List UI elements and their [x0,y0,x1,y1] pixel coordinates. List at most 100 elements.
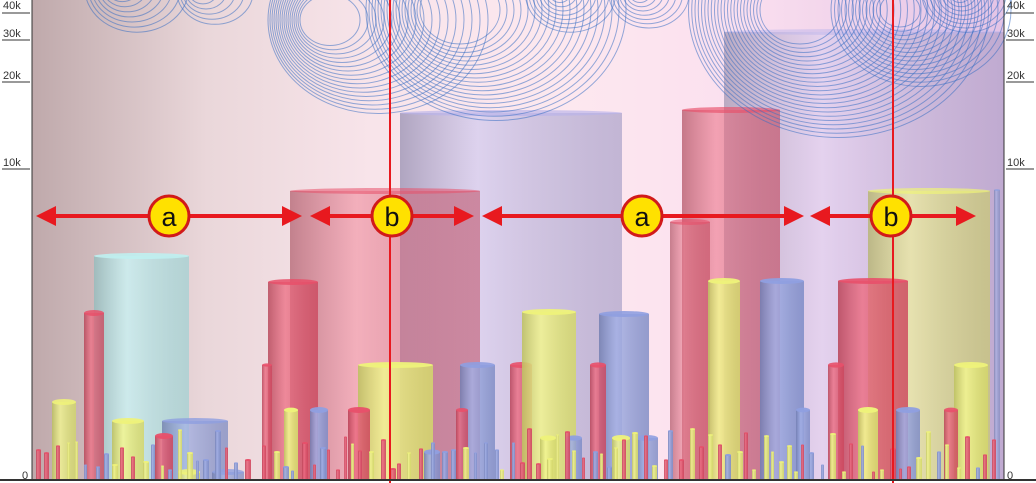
arc [398,0,550,75]
left-axis: 40k 30k 20k 10k 0 [2,0,33,482]
bar-cap [155,433,173,439]
bar-shade [463,448,469,480]
bar-cap [708,278,740,284]
bar-shade [708,281,740,480]
bar-cap [84,464,87,466]
bar-cap [600,453,603,455]
bar-cap [992,439,996,441]
bar-cap [431,442,435,444]
arc [410,0,522,58]
arc [688,0,989,138]
bar-cap [926,431,931,433]
arc [187,0,225,10]
arc [98,0,162,18]
bar-cap [861,445,864,447]
bar-cap [937,451,941,453]
bar-cap [460,362,495,368]
bar-shade [771,452,774,480]
bar-shade [203,460,209,480]
bar-cap [463,447,469,449]
arc [848,0,979,66]
arc [723,0,915,92]
bar-cap [725,454,731,456]
arc [851,0,973,62]
arc [730,0,902,83]
arc [691,0,983,134]
bar-shade [313,465,316,480]
bar-shade [861,446,864,480]
bar-shade [225,448,228,480]
arc [547,0,576,8]
bar-shade [512,443,515,480]
bar-cap [880,469,884,471]
bar-shade [679,460,684,480]
arc [869,0,940,41]
region-badge-a2: a [620,194,664,238]
bar-shade [390,469,396,480]
arc [922,0,1012,33]
bar-cap [556,434,559,436]
bar-cap [348,407,370,413]
bar-cap [369,451,374,453]
arc [947,0,975,8]
bar-shade [607,467,612,480]
bar-cap [162,418,228,424]
bar-shade [787,446,792,480]
region-badge-label: b [883,202,898,232]
bar-cap [614,447,618,449]
bar-shade [274,452,280,480]
bar-shade [764,436,769,480]
bar-cap [344,436,347,438]
bar-cap [290,188,480,194]
bar-shade [916,458,922,480]
bar-shade [143,462,149,480]
bar-shade [284,410,298,480]
arc [419,0,501,45]
bar-cap [234,462,238,464]
arc [830,0,1012,87]
bar-cap [327,449,330,451]
bar-shade [622,440,626,480]
bar-cap [484,442,488,444]
arc [841,0,992,75]
arc [701,0,962,121]
bar-cap [752,469,756,471]
bar-shade [131,457,135,480]
bar-shade [67,443,70,480]
bar-cap [112,464,118,466]
bar-shade [872,472,875,480]
bar-cap [842,471,846,473]
bar-shade [965,437,970,480]
bar-cap [151,444,155,446]
bar-cap [954,362,988,368]
bar-shade [945,445,949,480]
bar-cap [196,460,199,462]
right-axis: 40k 30k 20k 10k 0 [1003,0,1034,482]
bar-shade [520,463,525,480]
bar-shade [690,429,695,480]
bar-shade [547,459,553,480]
bar-cap [52,399,76,405]
bar-cap [381,439,386,441]
region-badge-a1: a [147,194,191,238]
bar-shade [907,467,911,480]
arc [285,0,417,76]
bar-shade [536,464,541,480]
bar-cap [84,310,104,316]
arc [539,0,590,16]
region-badge-label: a [634,202,650,232]
bar-cap [131,456,135,458]
arc [392,0,564,83]
arc [277,0,449,93]
bar-shade [821,465,824,480]
arc [413,0,515,53]
bar-cap [916,457,922,459]
bar-cap [225,447,228,449]
region-badge-b1: b [370,194,414,238]
bar-shade [161,466,164,480]
region-badge-b2: b [869,194,913,238]
bar-shade [801,445,804,480]
arc [743,0,875,66]
bar-shade [336,470,340,480]
